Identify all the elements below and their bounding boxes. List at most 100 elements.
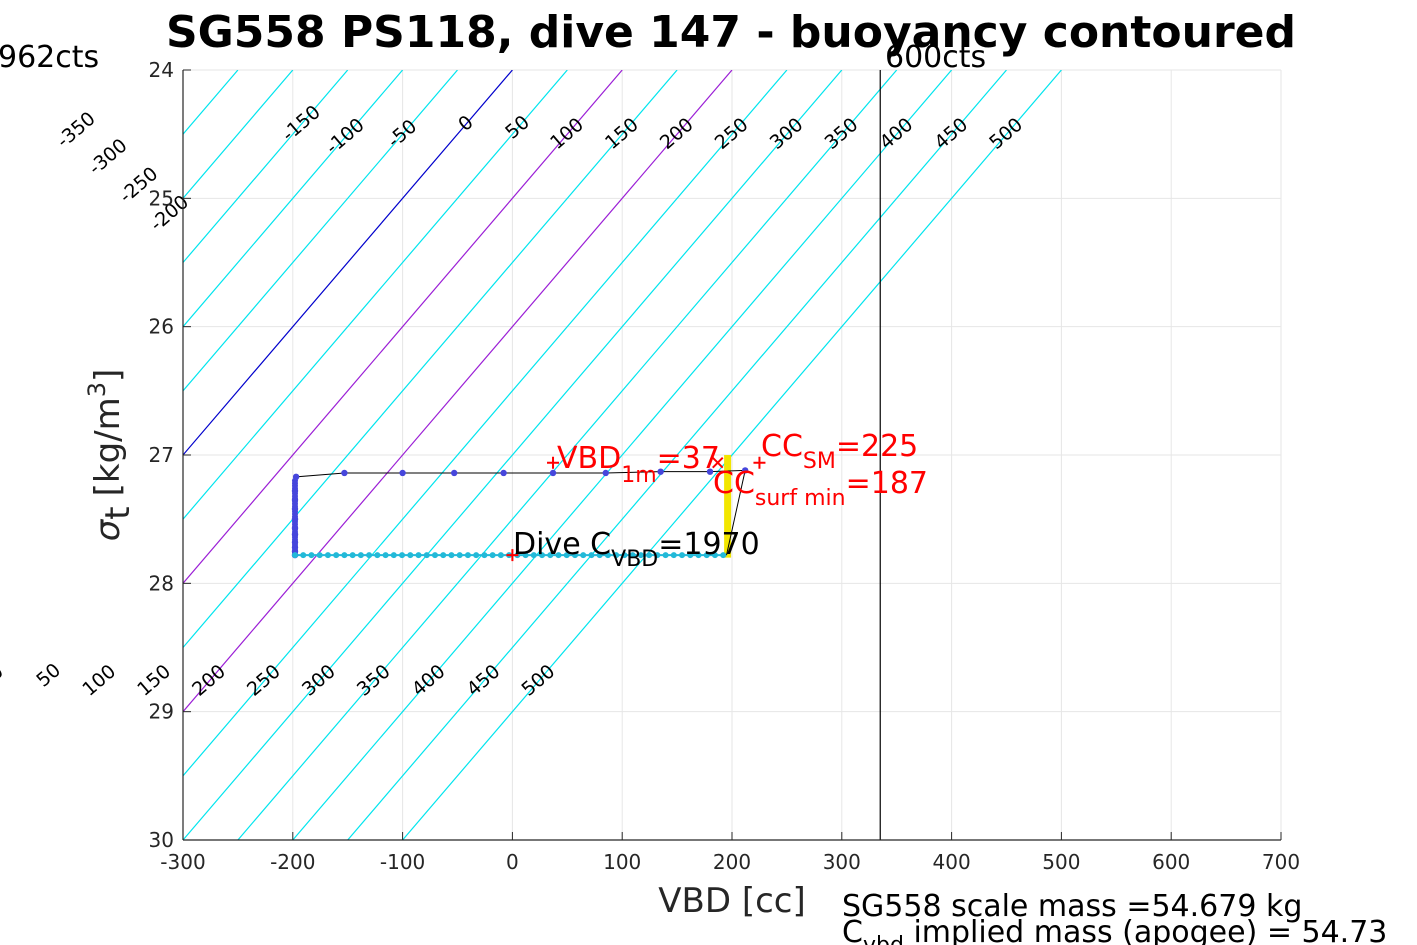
vbd1m-value: =37 bbox=[657, 441, 720, 476]
y-axis-label-sub: t bbox=[98, 506, 138, 519]
contour-label: 350 bbox=[353, 660, 395, 700]
profile-point bbox=[291, 552, 298, 559]
red-x-marker bbox=[712, 456, 724, 469]
ccsm-annotation: CCSM=225 bbox=[761, 429, 918, 474]
profile-point bbox=[604, 552, 611, 559]
contour-line bbox=[183, 70, 733, 713]
dive-cvbd-annotation: Dive CVBD=1970 bbox=[513, 527, 760, 572]
profile-point bbox=[448, 552, 455, 559]
ccsm-sub: SM bbox=[803, 449, 836, 474]
dive-cvbd-sub: VBD bbox=[611, 547, 658, 572]
profile-point bbox=[695, 552, 702, 559]
red-plus-marker bbox=[506, 549, 519, 562]
contour-label: 200 bbox=[188, 660, 230, 700]
contour-label: 100 bbox=[78, 660, 120, 700]
red-plus-marker bbox=[547, 456, 560, 469]
profile-point bbox=[580, 552, 587, 559]
contour-line bbox=[183, 70, 623, 585]
contour-line bbox=[183, 70, 568, 521]
profile-point bbox=[349, 552, 356, 559]
profile-point bbox=[602, 469, 609, 477]
contour-label: 350 bbox=[821, 114, 863, 154]
markers bbox=[506, 456, 766, 562]
contour-label: -300 bbox=[84, 135, 131, 180]
profile-point bbox=[390, 552, 397, 559]
y-axis-label-close: ] bbox=[88, 369, 128, 382]
x-tick-label: 600 bbox=[1152, 850, 1190, 874]
profile-point bbox=[497, 552, 504, 559]
ccsm-main: CC bbox=[761, 429, 803, 464]
contour-line bbox=[183, 70, 843, 840]
contour-label: 300 bbox=[298, 660, 340, 700]
contour-label: -100 bbox=[322, 114, 369, 159]
implied-mass-main: C bbox=[842, 915, 863, 945]
contour-label: 400 bbox=[875, 114, 917, 154]
contour-label: 250 bbox=[243, 660, 285, 700]
profile-point bbox=[741, 467, 749, 474]
ccsurf-main: CC bbox=[713, 466, 755, 501]
profile-point bbox=[308, 552, 315, 559]
contour-label: 450 bbox=[930, 114, 972, 154]
y-axis-label: σt [kg/m3] bbox=[83, 369, 138, 542]
contour-label: -350 bbox=[53, 108, 100, 153]
profile-point bbox=[720, 552, 727, 559]
right-counts-label: 600cts bbox=[885, 40, 986, 75]
contour-label: 250 bbox=[711, 114, 753, 154]
y-tick-label: 28 bbox=[149, 571, 174, 595]
implied-mass-text: Cvbd implied mass (apogee) = 54.73 bbox=[842, 915, 1387, 945]
y-axis-label-units: [kg/m bbox=[88, 397, 128, 496]
contour-label: 300 bbox=[766, 114, 808, 154]
profile-point bbox=[500, 469, 507, 477]
profile-point bbox=[300, 552, 307, 559]
profile-point bbox=[613, 552, 620, 559]
ccsurf-annotation: CCsurf min=187 bbox=[713, 466, 928, 511]
dive-cvbd-main: Dive C bbox=[513, 527, 611, 562]
implied-mass-rest: implied mass (apogee) = 54.73 bbox=[904, 915, 1388, 945]
profile-point bbox=[621, 552, 628, 559]
vbd1m-main: VBD bbox=[557, 441, 621, 476]
x-tick-label: 500 bbox=[1042, 850, 1080, 874]
y-ticks: 24 25 26 27 28 29 30 bbox=[149, 58, 191, 852]
contour-label: 400 bbox=[408, 660, 450, 700]
contour-line bbox=[292, 70, 953, 840]
x-tick-label: 200 bbox=[713, 850, 751, 874]
profile-point bbox=[407, 552, 414, 559]
profile-point bbox=[629, 552, 636, 559]
profile-point bbox=[670, 552, 677, 559]
profile-point bbox=[382, 552, 389, 559]
profile-point bbox=[530, 552, 537, 559]
profile-point bbox=[464, 552, 471, 559]
profile-point bbox=[399, 552, 406, 559]
contour-line bbox=[347, 70, 1007, 840]
profile-point bbox=[374, 552, 381, 559]
profile-point bbox=[456, 552, 463, 559]
contour-label: 0 bbox=[0, 660, 8, 685]
profile-point bbox=[596, 552, 603, 559]
y-tick-label: 26 bbox=[149, 315, 174, 339]
dive-profile bbox=[291, 455, 749, 559]
profile-point bbox=[711, 552, 718, 559]
profile-point bbox=[431, 552, 438, 559]
x-tick-label: -300 bbox=[160, 850, 205, 874]
y-tick-label: 25 bbox=[149, 186, 174, 210]
contour-line bbox=[183, 70, 458, 392]
left-counts-label: 962cts bbox=[0, 40, 99, 75]
contour-label: 50 bbox=[32, 659, 65, 691]
profile-point bbox=[440, 552, 447, 559]
profile-point bbox=[333, 552, 340, 559]
contour-line bbox=[183, 70, 404, 328]
contour-label: 150 bbox=[601, 114, 643, 154]
scale-mass-text: SG558 scale mass =54.679 kg bbox=[842, 889, 1302, 924]
profile-point bbox=[687, 552, 694, 559]
profile-point bbox=[341, 469, 348, 477]
buoyancy-contours bbox=[183, 70, 1062, 840]
vbd1m-sub: 1m bbox=[621, 463, 656, 488]
profile-point bbox=[357, 552, 364, 559]
x-tick-label: 400 bbox=[933, 850, 971, 874]
x-tick-label: 0 bbox=[506, 850, 519, 874]
profile-point bbox=[547, 552, 554, 559]
ccsurf-sub: surf min bbox=[755, 486, 846, 511]
contour-line bbox=[183, 70, 788, 777]
profile-point bbox=[662, 552, 669, 559]
